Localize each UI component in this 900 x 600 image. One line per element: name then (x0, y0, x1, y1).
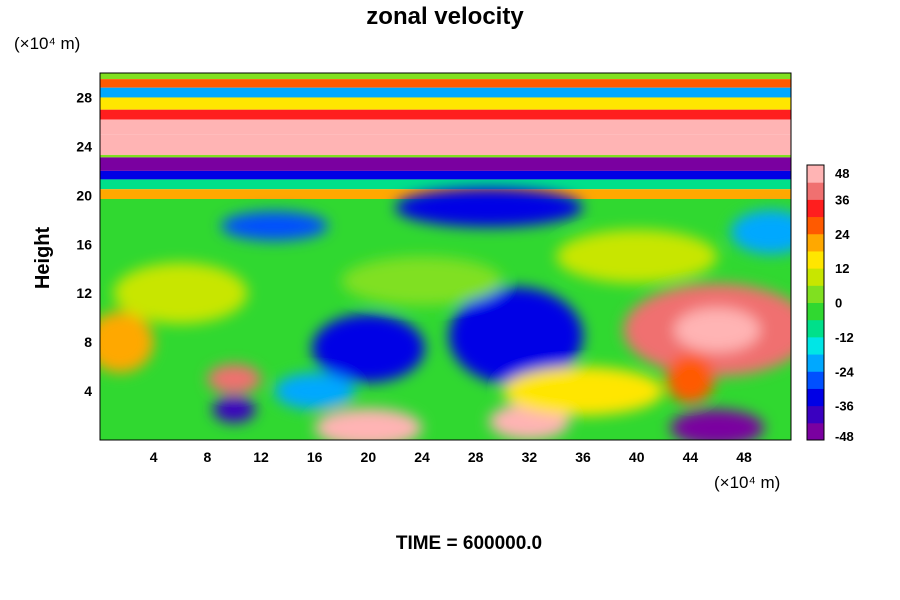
colorbar-tick-label: 12 (835, 261, 849, 276)
plot-area (100, 73, 791, 440)
value-band-9 (100, 170, 791, 180)
colorbar-tick-label: -36 (835, 399, 854, 414)
colorbar-segment (807, 250, 824, 269)
x-tick-label: 48 (736, 449, 752, 465)
value-region-6 (100, 311, 154, 373)
y-axis-label: Height (32, 227, 54, 290)
value-region-15 (341, 256, 503, 306)
x-tick-label: 16 (307, 449, 323, 465)
colorbar-tick-label: 24 (835, 227, 850, 242)
value-band-7 (100, 154, 791, 158)
chart-title: zonal velocity (366, 3, 524, 30)
colorbar-tick-label: -24 (835, 364, 855, 379)
x-unit-label: (×10⁴ m) (714, 473, 780, 492)
colorbar-segment (807, 233, 824, 252)
y-tick-label: 24 (76, 138, 92, 154)
value-band-2 (100, 87, 791, 98)
value-region-8 (212, 395, 256, 423)
colorbar-segment (807, 336, 824, 355)
y-tick-label: 4 (84, 383, 92, 399)
time-caption: TIME = 600000.0 (396, 533, 542, 554)
value-region-2 (311, 313, 425, 383)
x-tick-label: 4 (150, 449, 158, 465)
y-tick-label: 16 (76, 236, 92, 252)
colorbar-segment (807, 371, 824, 389)
value-band-0 (100, 73, 791, 80)
colorbar-segment (807, 405, 824, 424)
colorbar-segment (807, 319, 824, 338)
colorbar-segment (807, 388, 824, 407)
colorbar-tick-label: 48 (835, 166, 849, 181)
plot-frame (99, 72, 792, 441)
x-tick-label: 8 (203, 449, 211, 465)
value-region-18 (274, 372, 355, 410)
y-tick-label: 12 (76, 285, 92, 301)
y-tick-label: 20 (76, 187, 92, 203)
value-region-11 (666, 354, 715, 404)
colorbar-segment (807, 199, 824, 218)
value-region-5 (220, 211, 329, 241)
x-tick-label: 12 (253, 449, 269, 465)
value-region-4 (395, 187, 584, 228)
value-band-10 (100, 179, 791, 190)
value-region-1 (674, 307, 761, 352)
x-tick-label: 28 (468, 449, 484, 465)
colorbar-tick-label: 0 (835, 296, 842, 311)
x-tick-label: 40 (629, 449, 645, 465)
colorbar: 48 36 24 12 0 -12 -24 -36 -48 (806, 164, 855, 444)
value-region-13 (502, 366, 664, 416)
value-band-4 (100, 109, 791, 120)
value-region-7 (207, 364, 262, 394)
x-tick-label: 32 (522, 449, 538, 465)
colorbar-tick-label: -12 (835, 330, 854, 345)
x-tick-label: 36 (575, 449, 591, 465)
colorbar-segment (807, 165, 824, 183)
value-band-3 (100, 97, 791, 110)
x-tick-label: 24 (414, 449, 430, 465)
x-tick-label: 44 (683, 449, 699, 465)
value-region-12 (670, 409, 765, 440)
value-region-14 (113, 262, 248, 324)
colorbar-segment (807, 216, 824, 235)
colorbar-segment (807, 268, 824, 286)
value-band-1 (100, 79, 791, 88)
value-region-9 (314, 408, 423, 440)
value-band-6 (100, 134, 791, 155)
value-band-5 (100, 119, 791, 135)
y-tick-label: 28 (76, 89, 92, 105)
colorbar-segment (807, 285, 824, 303)
colorbar-tick-label: 36 (835, 192, 849, 207)
y-unit-label: (×10⁴ m) (14, 34, 80, 53)
y-tick-labels: 4 8 12 16 20 24 28 (76, 89, 92, 399)
colorbar-tick-label: -48 (835, 429, 854, 444)
feature-layer (100, 187, 791, 440)
x-tick-label: 20 (361, 449, 377, 465)
colorbar-segment (807, 182, 824, 200)
colorbar-frame (806, 164, 825, 441)
value-region-16 (556, 229, 718, 284)
value-region-3 (448, 287, 584, 385)
colorbar-segment (807, 354, 824, 372)
y-tick-label: 8 (84, 334, 92, 350)
colorbar-segment (807, 422, 824, 441)
x-tick-labels: 4 8 12 16 20 24 28 32 36 40 44 48 (150, 449, 752, 465)
colorbar-segment (807, 302, 824, 321)
value-band-8 (100, 157, 791, 171)
value-region-17 (730, 210, 791, 255)
